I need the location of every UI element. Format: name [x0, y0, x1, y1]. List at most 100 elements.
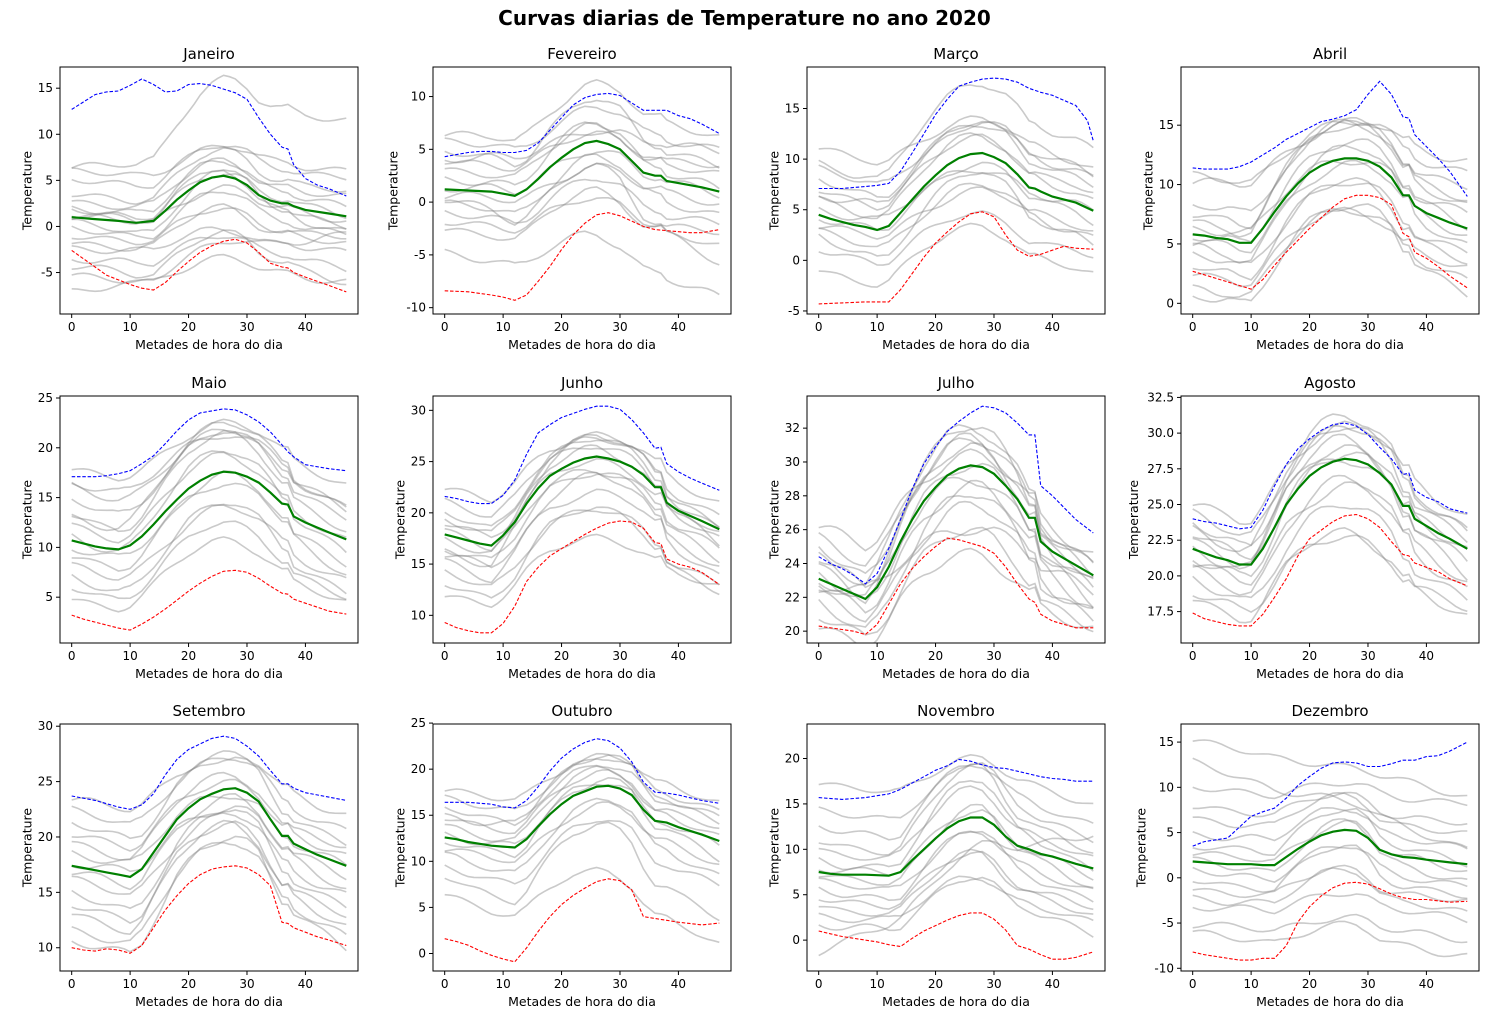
y-tick-label: 10 [38, 540, 53, 554]
x-tick-label: 0 [815, 977, 823, 991]
daily-curve [1192, 864, 1468, 903]
daily-curve [71, 418, 347, 484]
y-tick-label: -5 [41, 266, 53, 280]
x-tick-label: 20 [554, 649, 569, 663]
y-axis-label: Temperature [393, 808, 408, 888]
axes-frame [806, 66, 1106, 315]
daily-curve [1192, 426, 1468, 547]
y-axis-label: Temperature [767, 480, 782, 560]
x-tick-label: 10 [869, 320, 884, 334]
max-curve [71, 735, 347, 810]
mean-curve [444, 455, 720, 547]
x-axis-label: Metades de hora do dia [135, 994, 283, 1009]
y-tick-label: 15 [38, 81, 53, 95]
x-tick-label: 20 [181, 649, 196, 663]
daily-curve [1192, 782, 1468, 807]
y-tick-label: 10 [411, 90, 426, 104]
y-tick-label: 0 [45, 219, 53, 233]
daily-curve [444, 447, 720, 547]
daily-curve [1192, 791, 1468, 826]
daily-curve [444, 801, 720, 866]
axes-frame [59, 395, 359, 644]
y-tick-label: 26 [785, 523, 800, 537]
x-tick-label: 20 [181, 977, 196, 991]
daily-curve [71, 229, 347, 286]
subplot-marco: Março 0 10 20 30 40 -5 0 5 10 15 Metades de hora do… [767, 45, 1106, 352]
daily-curve [1192, 122, 1468, 212]
daily-curve [71, 778, 347, 852]
min-curve [818, 537, 1094, 636]
mean-curve [71, 470, 347, 551]
y-tick-label: 15 [1159, 735, 1174, 749]
x-tick-label: 20 [1302, 649, 1317, 663]
daily-curve [818, 182, 1094, 248]
y-axis-label: Temperature [393, 480, 408, 560]
daily-curve [444, 754, 720, 827]
daily-curve [71, 207, 347, 246]
mean-curve [444, 139, 720, 197]
subplot-dezembro: Dezembro 0 10 20 30 40 -10 -5 0 5 10 15 Metades de h… [1133, 702, 1480, 1009]
x-axis-label: Metades de hora do dia [135, 337, 283, 352]
y-tick-label: 25 [38, 775, 53, 789]
daily-curve [444, 783, 720, 846]
x-tick-label: 30 [239, 977, 254, 991]
min-curve [818, 912, 1094, 960]
mean-curve [1192, 457, 1468, 566]
daily-curve [444, 752, 720, 802]
daily-curve [71, 536, 347, 613]
daily-curve [444, 797, 720, 875]
daily-curve [444, 78, 720, 142]
subplot-title: Março [933, 45, 978, 63]
y-tick-label: 0 [1166, 871, 1174, 885]
daily-curve [1192, 206, 1468, 288]
daily-curve [818, 830, 1094, 903]
mean-curve [71, 787, 347, 879]
x-tick-label: 30 [239, 320, 254, 334]
daily-curve [444, 472, 720, 564]
y-tick-label: 15 [411, 808, 426, 822]
y-tick-label: 10 [411, 608, 426, 622]
daily-curve [444, 121, 720, 179]
subplot-title: Janeiro [182, 45, 235, 63]
daily-curve [444, 99, 720, 169]
y-axis-label: Temperature [767, 151, 782, 231]
y-tick-label: 25 [38, 391, 53, 405]
daily-curve [444, 509, 720, 586]
daily-curve [71, 805, 347, 881]
daily-curve [1192, 117, 1468, 230]
daily-curve [71, 503, 347, 595]
daily-curve [444, 153, 720, 214]
max-curve [1192, 80, 1468, 197]
max-curve [71, 78, 347, 197]
daily-curve [1192, 424, 1468, 536]
x-tick-label: 30 [986, 977, 1001, 991]
y-tick-label: 0 [418, 195, 426, 209]
daily-curve [818, 124, 1094, 183]
x-axis-label: Metades de hora do dia [1256, 337, 1404, 352]
y-tick-label: 10 [38, 127, 53, 141]
y-tick-label: 5 [418, 900, 426, 914]
daily-curve [818, 803, 1094, 889]
x-tick-label: 10 [1243, 320, 1258, 334]
daily-curve [444, 776, 720, 863]
daily-curve [818, 448, 1094, 553]
daily-curve [71, 436, 347, 513]
subplot-title: Abril [1313, 45, 1347, 63]
daily-curve [818, 426, 1094, 578]
y-tick-label: 5 [1166, 237, 1174, 251]
subplot-outubro: Outubro 0 10 20 30 40 0 5 10 15 20 25 Metades de hor… [393, 702, 732, 1009]
daily-curve [444, 764, 720, 827]
mean-curve [444, 784, 720, 849]
daily-curve [1192, 844, 1468, 900]
subplot-abril: Abril 0 10 20 30 40 0 5 10 15 Metades de hora do d… [1141, 45, 1480, 352]
daily-curve [818, 848, 1094, 917]
daily-curve [444, 439, 720, 528]
min-curve [1192, 881, 1468, 961]
daily-curve [444, 488, 720, 569]
y-tick-label: -5 [788, 304, 800, 318]
plot-lines [818, 753, 1094, 960]
x-axis-label: Metades de hora do dia [1256, 666, 1404, 681]
subplot-title: Outubro [551, 702, 612, 720]
min-curve [1192, 194, 1468, 290]
daily-curve [818, 186, 1094, 240]
